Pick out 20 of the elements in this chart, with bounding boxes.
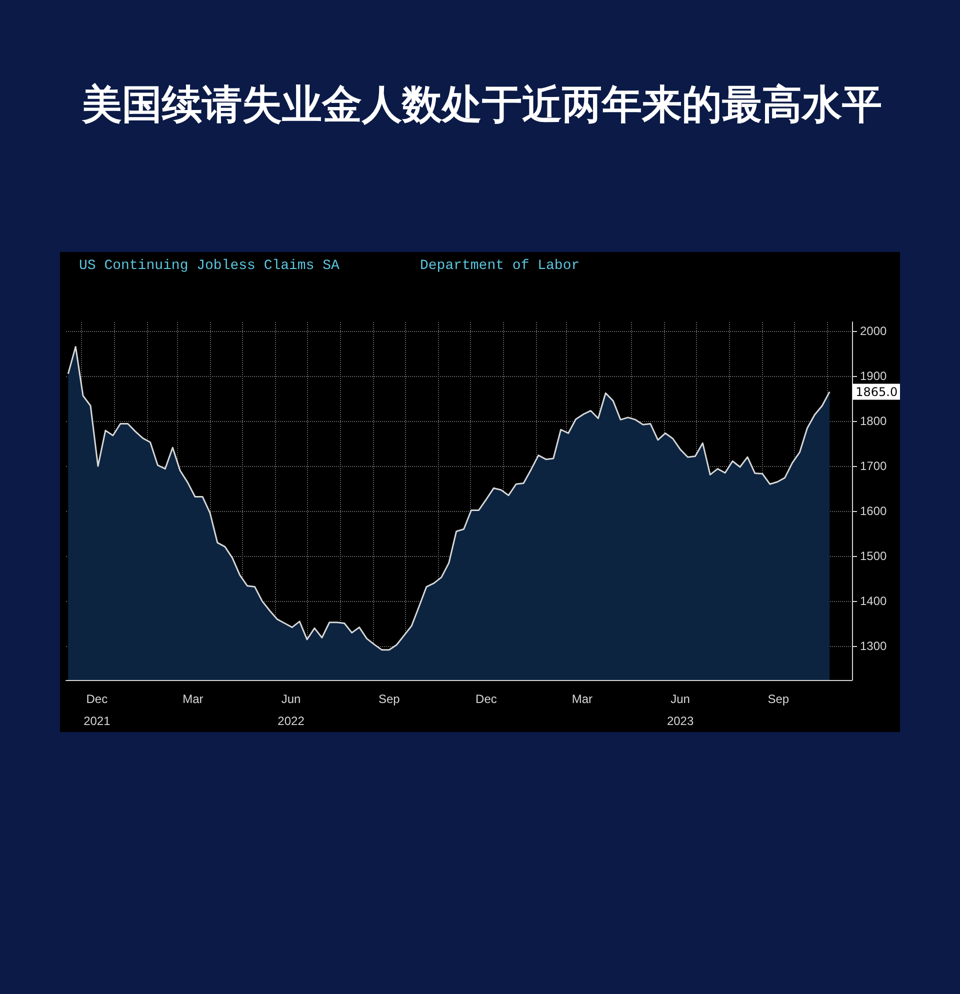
y-tick-label: 1500 bbox=[860, 549, 888, 564]
y-tick-label: 2000 bbox=[860, 324, 888, 338]
y-tick-label: 1900 bbox=[860, 369, 888, 384]
text: Department of Labor bbox=[420, 258, 580, 274]
x-tick-label: Sep bbox=[378, 692, 400, 706]
chart-title: 美国续请失业金人数处于近两年来的最高水平 bbox=[82, 81, 883, 130]
annotation: 1865.0 bbox=[856, 384, 898, 399]
y-tick-label: 1400 bbox=[860, 594, 888, 608]
x-tick-label: Dec bbox=[476, 692, 497, 706]
x-tick-label: Dec 2021 bbox=[84, 692, 111, 728]
x-tick-label: Mar bbox=[572, 692, 593, 706]
y-tick-label: 1800 bbox=[860, 414, 888, 428]
y-tick-label: 1600 bbox=[860, 504, 888, 518]
y-tick-label: 1300 bbox=[860, 639, 888, 654]
chart-subtitle: US Continuing Jobless Claims SA bbox=[79, 258, 340, 274]
x-tick-label: Jun 2023 bbox=[666, 692, 694, 728]
y-tick-label: 1700 bbox=[860, 459, 888, 474]
x-tick-label: Mar bbox=[182, 692, 204, 706]
x-tick-label: Jun 2022 bbox=[278, 692, 305, 728]
x-tick-label: Sep bbox=[768, 692, 790, 706]
